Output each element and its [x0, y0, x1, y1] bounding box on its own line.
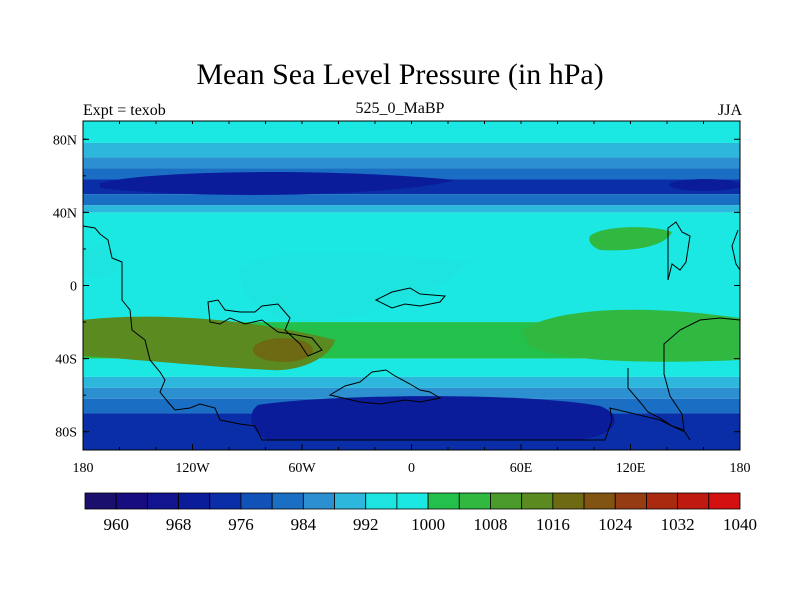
colorbar-label: 976: [228, 515, 254, 534]
colorbar-label: 984: [291, 515, 317, 534]
x-tick-label: 60W: [288, 461, 316, 476]
coastline-layer: [83, 221, 740, 441]
feature-low-north: [100, 172, 455, 195]
feature-high-south-atlantic-core: [253, 338, 313, 362]
colorbar-box: [458, 492, 491, 510]
colorbar-box: [115, 492, 148, 510]
y-axis: 80N 40N 0 40S 80S: [53, 133, 740, 441]
pressure-band-3: [83, 168, 740, 180]
period-label: 525_0_MaBP: [355, 100, 445, 117]
x-tick-label: 120W: [175, 461, 210, 476]
colorbar-box: [178, 492, 211, 510]
pressure-band-6: [83, 205, 740, 213]
colorbar-box: [583, 492, 616, 510]
y-tick-label: 40S: [55, 353, 77, 368]
y-tick-label: 80N: [53, 133, 77, 148]
colorbar: 960 968 976 984 992 1000 1008 1016 1024 1032 1040: [84, 492, 757, 534]
colorbar-box: [365, 492, 398, 510]
y-tick-label: 0: [70, 280, 77, 295]
colorbar-box: [708, 492, 741, 510]
colorbar-label: 1000: [411, 515, 445, 534]
chart-title: Mean Sea Level Pressure (in hPa): [196, 58, 604, 91]
colorbar-box: [677, 492, 710, 510]
x-tick-label: 180: [73, 461, 94, 476]
colorbar-label: 960: [103, 515, 129, 534]
pressure-band-2: [83, 157, 740, 169]
colorbar-box: [614, 492, 647, 510]
colorbar-box: [302, 492, 335, 510]
colorbar-label: 1032: [661, 515, 695, 534]
coastline-0: [83, 225, 691, 441]
x-tick-label: 120E: [616, 461, 646, 476]
colorbar-box: [271, 492, 304, 510]
x-tick-label: 0: [408, 461, 415, 476]
pressure-band-10: [83, 376, 740, 388]
pressure-band-5: [83, 194, 740, 206]
coastline-2: [374, 287, 447, 309]
colorbar-label: 992: [353, 515, 379, 534]
y-tick-label: 40N: [53, 206, 77, 221]
colorbar-box: [552, 492, 585, 510]
feature-low-equatorial-pacific: [239, 252, 470, 322]
colorbar-box: [646, 492, 679, 510]
season-label: JJA: [717, 102, 742, 119]
feature-low-west-edge: [83, 246, 118, 278]
pressure-band-11: [83, 387, 740, 399]
coastline-5: [667, 221, 691, 281]
colorbar-box: [521, 492, 554, 510]
coastline-6: [731, 229, 740, 271]
feature-high-south-indian: [522, 309, 740, 362]
coastline-3: [328, 369, 442, 405]
pressure-band-1: [83, 142, 740, 158]
colorbar-box: [427, 492, 460, 510]
coastline-4: [627, 317, 740, 431]
map-fill-layer: [83, 121, 740, 450]
colorbar-box: [396, 492, 429, 510]
colorbar-box: [146, 492, 179, 510]
feature-low-antarctic: [251, 396, 616, 440]
feature-low-north-east: [669, 179, 740, 191]
colorbar-box: [334, 492, 367, 510]
colorbar-box: [490, 492, 523, 510]
colorbar-label: 1008: [473, 515, 507, 534]
colorbar-box: [240, 492, 273, 510]
x-axis: 180 120W 60W 0 60E 120E 180: [73, 121, 751, 476]
experiment-label: Expt = texob: [83, 102, 166, 119]
x-tick-label: 180: [730, 461, 751, 476]
colorbar-label: 1024: [598, 515, 633, 534]
coastline-1: [207, 299, 323, 357]
y-tick-label: 80S: [55, 426, 77, 441]
colorbar-label: 1016: [536, 515, 570, 534]
x-tick-label: 60E: [510, 461, 533, 476]
pressure-band-0: [83, 121, 740, 143]
colorbar-box: [209, 492, 242, 510]
colorbar-label: 968: [166, 515, 192, 534]
feature-high-north-asia: [589, 227, 672, 251]
colorbar-label: 1040: [723, 515, 757, 534]
colorbar-box: [84, 492, 117, 510]
